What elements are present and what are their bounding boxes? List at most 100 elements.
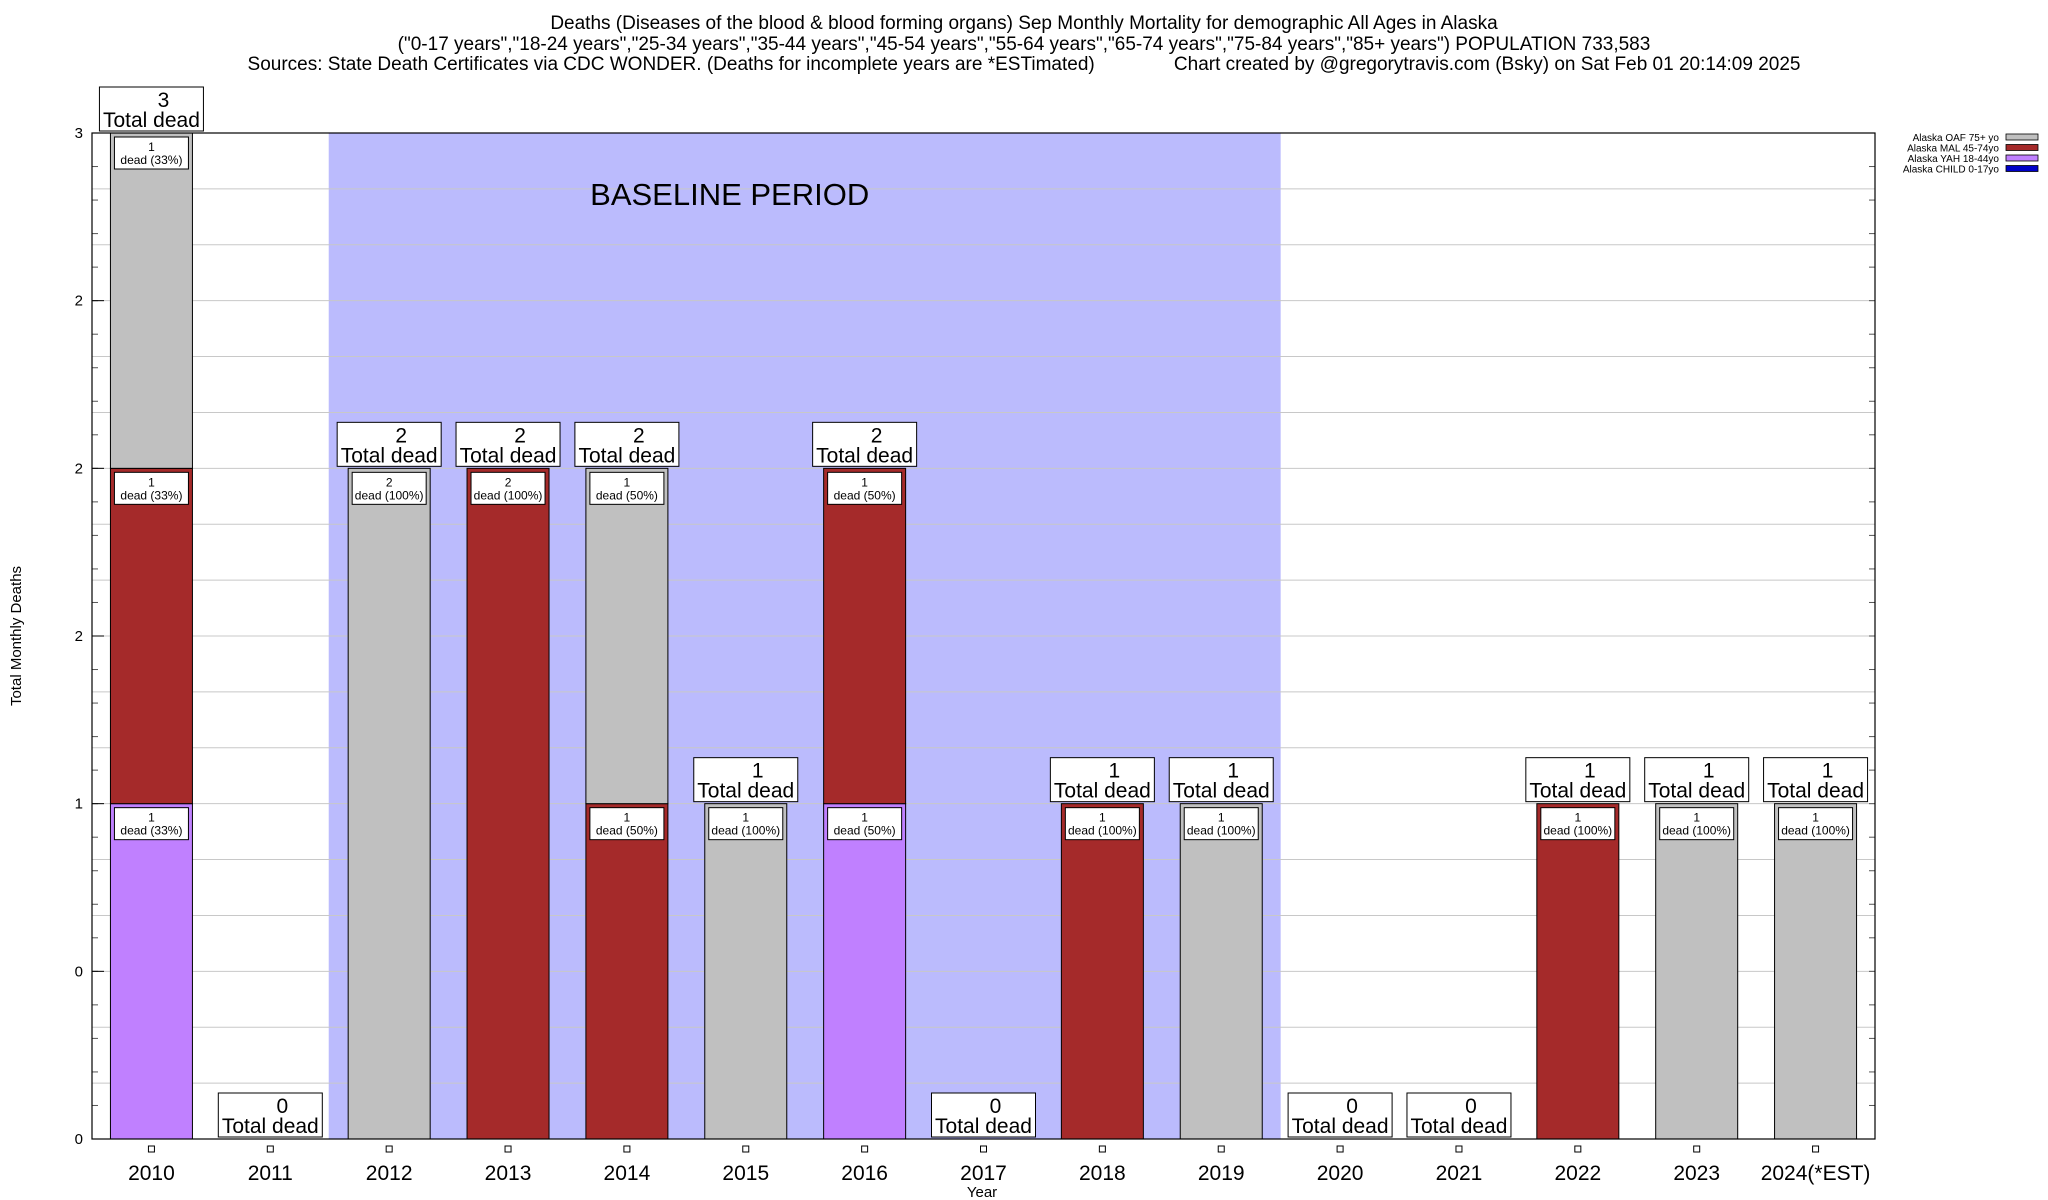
legend-swatch xyxy=(2005,144,2039,151)
x-tick-label: 2012 xyxy=(366,1162,413,1185)
segment-label-text: dead (50%) xyxy=(834,824,896,838)
x-tick-marker xyxy=(1812,1145,1820,1153)
total-label-count: 0 xyxy=(990,1095,1002,1118)
total-label-box xyxy=(1406,1092,1512,1138)
x-tick-marker xyxy=(980,1145,987,1153)
total-label-text: Total dead xyxy=(341,444,438,467)
x-tick-label: 2018 xyxy=(1079,1162,1126,1185)
bar-segment xyxy=(109,803,193,1140)
segment-label-text: dead (50%) xyxy=(596,824,658,838)
total-label-count: 1 xyxy=(1703,760,1715,783)
chart-subtitle: ("0-17 years","18-24 years","25-34 years… xyxy=(397,34,1651,55)
baseline-period-label: BASELINE PERIOD xyxy=(590,177,869,212)
total-label-text: Total dead xyxy=(816,444,913,467)
segment-label-count: 1 xyxy=(1812,811,1819,825)
y-tick-label: 2 xyxy=(75,628,83,645)
segment-label-box xyxy=(708,807,784,841)
segment-label-count: 1 xyxy=(1218,811,1225,825)
total-label-count: 1 xyxy=(1822,760,1834,783)
x-tick-label: 2015 xyxy=(722,1162,769,1185)
total-label-box xyxy=(1287,1092,1393,1138)
segment-label-text: dead (33%) xyxy=(120,488,182,502)
total-label-count: 0 xyxy=(1465,1095,1477,1118)
legend-label: Alaska YAH 18-44yo xyxy=(1908,154,2000,165)
total-label-text: Total dead xyxy=(460,444,557,467)
total-label-text: Total dead xyxy=(1411,1115,1508,1138)
legend-entry: Alaska MAL 45-74yo xyxy=(1907,144,2039,155)
x-tick-label: 2011 xyxy=(248,1162,293,1185)
y-tick-label: 1 xyxy=(75,796,83,813)
total-label-count: 1 xyxy=(752,760,764,783)
segment-label-text: dead (33%) xyxy=(120,153,182,167)
legend-label: Alaska CHILD 0-17yo xyxy=(1903,165,2000,176)
x-axis-label: Year xyxy=(967,1184,997,1200)
total-label-text: Total dead xyxy=(1648,780,1745,803)
bar-segment xyxy=(704,803,788,1140)
total-label-text: Total dead xyxy=(1292,1115,1389,1138)
segment-label-text: dead (100%) xyxy=(355,488,424,502)
segment-label-text: dead (100%) xyxy=(1662,824,1731,838)
x-tick-label: 2024(*EST) xyxy=(1761,1162,1871,1185)
x-tick-marker xyxy=(742,1145,750,1153)
segment-label-box xyxy=(1064,807,1140,841)
x-tick-marker xyxy=(1098,1145,1106,1153)
x-tick-label: 2014 xyxy=(604,1162,651,1185)
total-label-box xyxy=(455,421,561,467)
total-label-text: Total dead xyxy=(1173,780,1270,803)
segment-label-text: dead (50%) xyxy=(834,488,896,502)
bar-segment xyxy=(1774,803,1858,1140)
legend-entry: Alaska OAF 75+ yo xyxy=(1913,133,2039,144)
x-tick-marker xyxy=(623,1145,631,1153)
total-label-text: Total dead xyxy=(1054,780,1151,803)
total-label-box xyxy=(1049,757,1155,803)
total-label-count: 0 xyxy=(276,1095,288,1118)
total-label-count: 2 xyxy=(514,424,526,447)
segment-label-count: 1 xyxy=(742,811,749,825)
segment-label-box xyxy=(113,807,189,841)
segment-label-text: dead (33%) xyxy=(120,824,182,838)
total-label-box xyxy=(574,421,680,467)
x-tick-marker xyxy=(266,1145,274,1153)
total-label-count: 1 xyxy=(1227,760,1239,783)
bar-segment xyxy=(109,467,193,805)
legend-swatch xyxy=(2005,133,2039,141)
plot-frame xyxy=(91,132,1876,1140)
legend-label: Alaska OAF 75+ yo xyxy=(1913,133,2000,144)
sources-note: Sources: State Death Certificates via CD… xyxy=(247,54,1095,75)
total-label-count: 2 xyxy=(395,424,407,447)
total-label-text: Total dead xyxy=(578,444,675,467)
segment-label-box xyxy=(1778,807,1854,841)
segment-label-count: 1 xyxy=(148,475,155,489)
x-tick-marker xyxy=(1455,1145,1463,1153)
x-tick-marker xyxy=(147,1145,155,1153)
segment-label-box xyxy=(589,471,665,505)
legend-entry: Alaska YAH 18-44yo xyxy=(1908,154,2039,165)
y-axis-label: Total Monthly Deaths xyxy=(8,566,25,706)
total-label-count: 2 xyxy=(633,424,645,447)
x-tick-marker xyxy=(1693,1145,1701,1153)
bar-segment xyxy=(823,467,907,805)
total-label-box xyxy=(931,1092,1036,1138)
segment-label-box xyxy=(113,471,189,505)
x-tick-marker xyxy=(1574,1145,1582,1153)
total-label-text: Total dead xyxy=(1529,780,1626,803)
total-label-box xyxy=(1763,757,1869,803)
